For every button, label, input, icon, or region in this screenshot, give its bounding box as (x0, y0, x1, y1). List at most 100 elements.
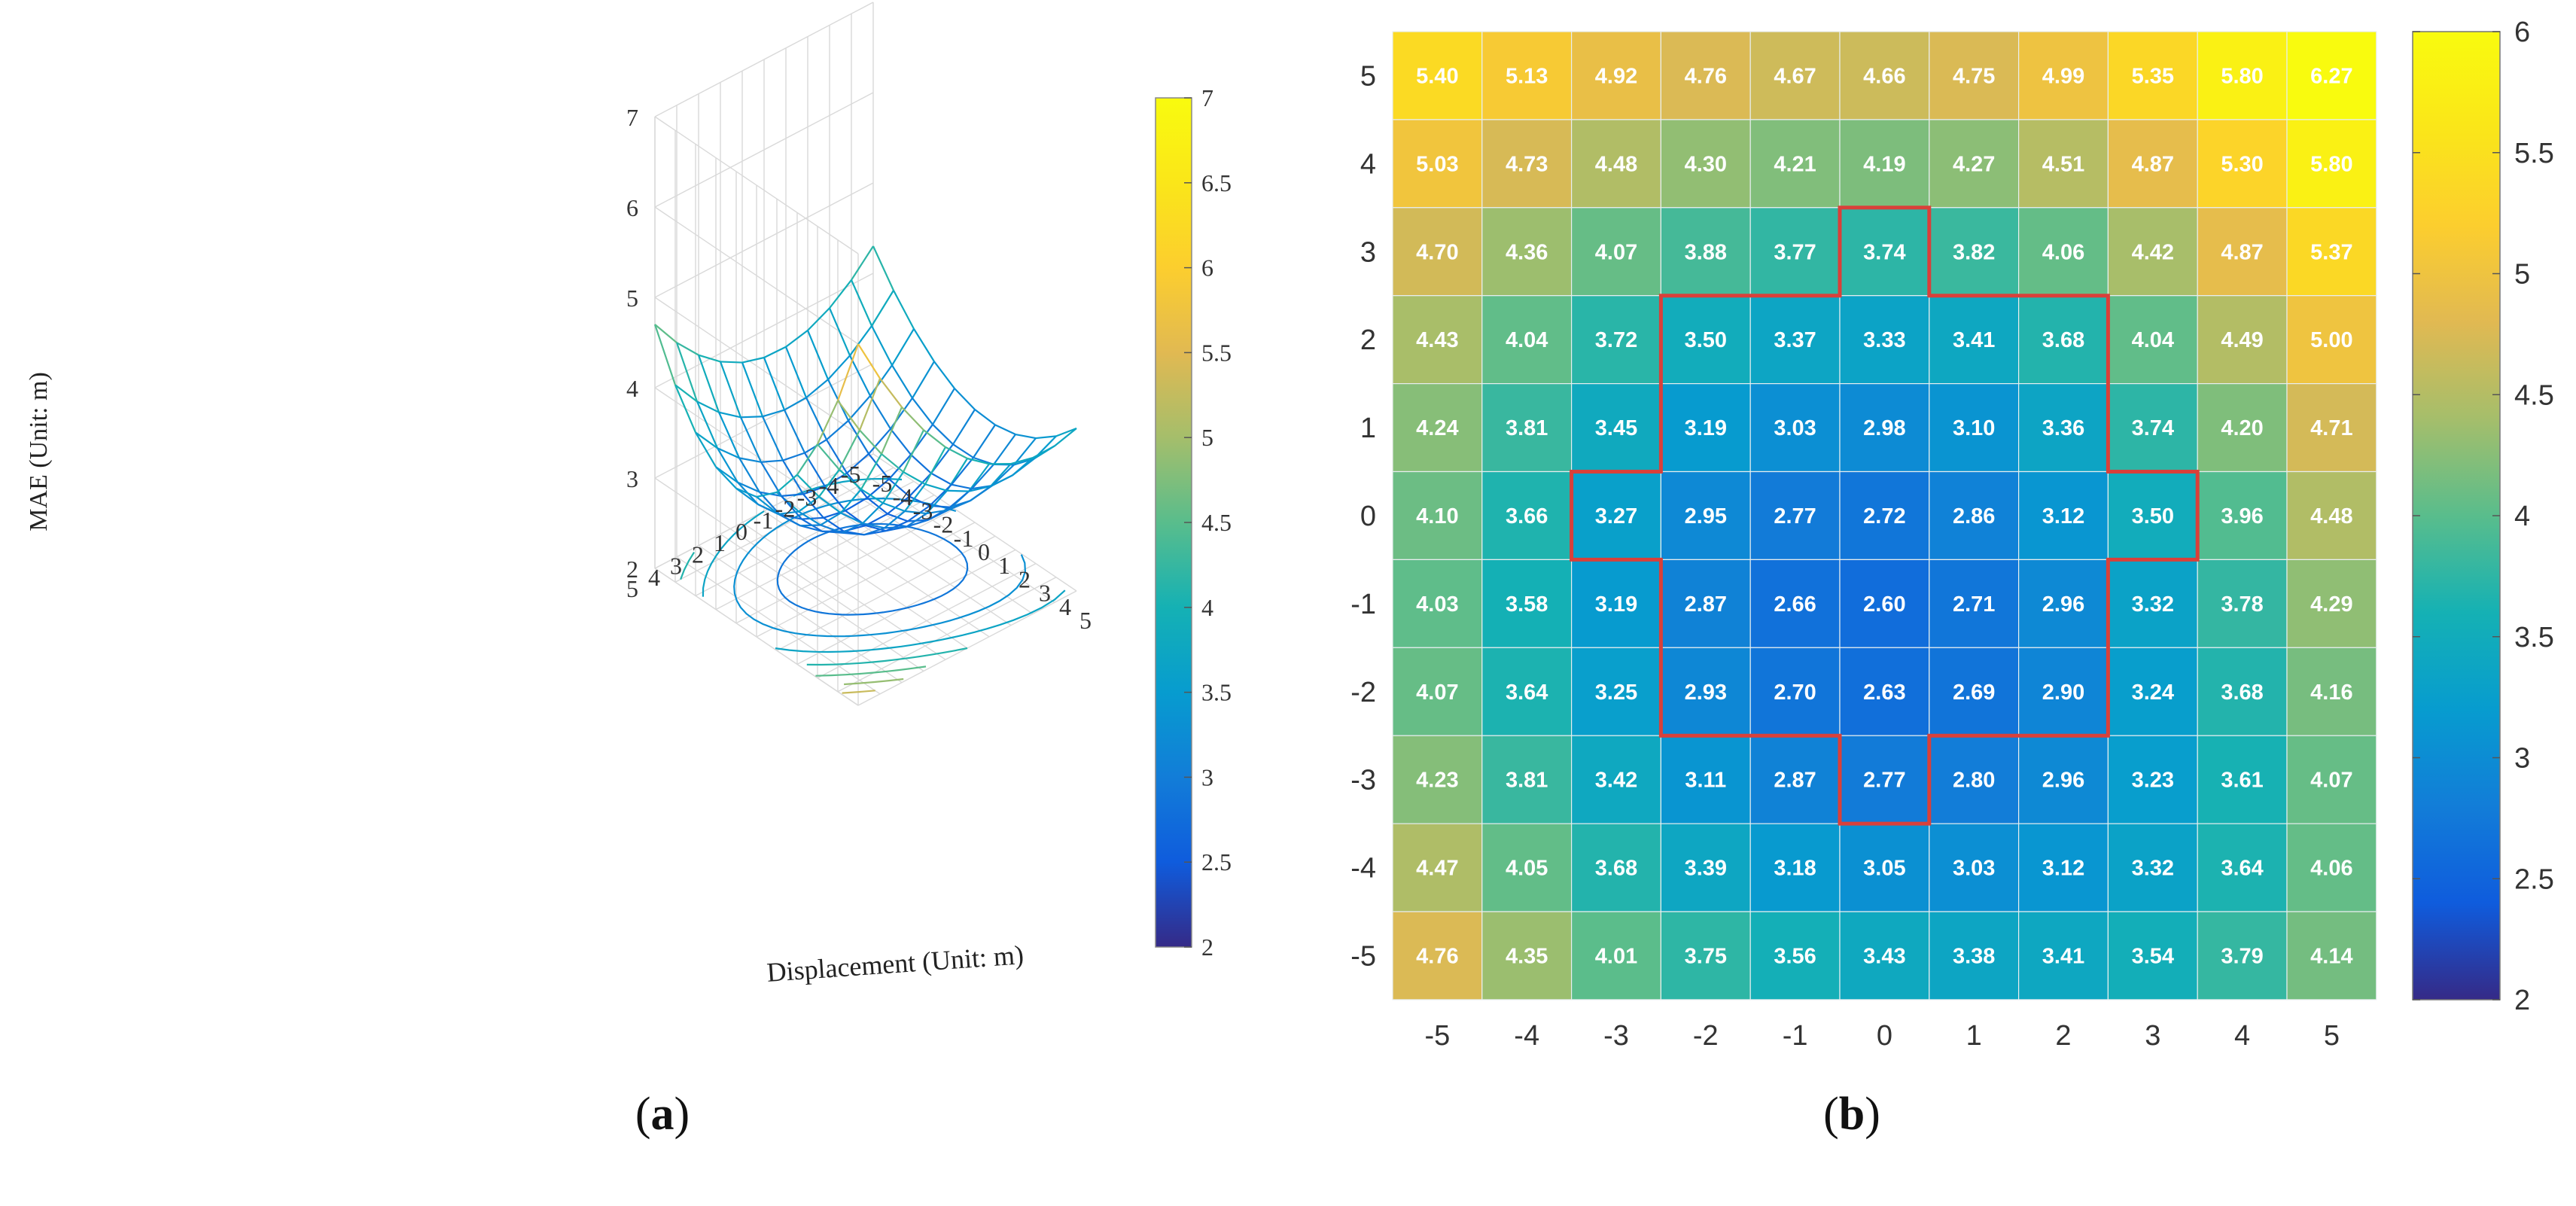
mesh-line (1015, 433, 1037, 440)
heatmap-value-label: 2.87 (1774, 769, 1816, 793)
mesh-line (763, 346, 787, 358)
mesh-line (871, 290, 894, 327)
mesh-line (860, 453, 882, 490)
mesh-line (929, 483, 952, 507)
mesh-line (720, 361, 743, 364)
colorbar-b-tick-label: 3.5 (2514, 622, 2554, 653)
mesh-line (837, 400, 860, 431)
mesh-line (674, 384, 697, 433)
heatmap-value-label: 4.23 (1416, 769, 1458, 793)
mesh-line (738, 457, 762, 463)
mesh-line (762, 416, 784, 461)
heatmap-value-label: 4.51 (2042, 152, 2084, 176)
x-tick-label: 1 (1966, 1020, 1982, 1052)
mesh-line (757, 504, 779, 515)
mesh-line (796, 443, 818, 476)
heatmap-value-label: 4.48 (2310, 504, 2352, 528)
x-tick-label: -1 (954, 525, 974, 552)
mesh-line (836, 343, 860, 401)
mesh-line (1012, 458, 1035, 477)
mesh-line (762, 409, 785, 418)
mesh-line (1055, 427, 1077, 437)
heatmap-value-label: 3.23 (2132, 769, 2174, 793)
mesh-line (926, 490, 948, 514)
heatmap-value-label: 3.03 (1774, 416, 1816, 440)
heatmap-cell (1660, 823, 1751, 912)
y-tick-label: -1 (1350, 589, 1376, 620)
mesh-line (907, 504, 930, 522)
mesh-line (653, 324, 677, 385)
mesh-line (872, 245, 894, 291)
heatmap-cell (2197, 383, 2288, 473)
mesh-line (866, 497, 888, 515)
mesh-line (952, 409, 976, 445)
x-tick-label: 3 (1039, 580, 1051, 607)
mesh-line (739, 416, 763, 463)
mesh-line (946, 489, 970, 492)
heatmap-value-label: 3.45 (1595, 416, 1637, 440)
z-tick-label: 6 (626, 194, 638, 221)
heatmap-value-label: 4.49 (2221, 328, 2263, 352)
heatmap-cell (1839, 911, 1930, 1000)
mesh-line (697, 355, 720, 413)
heatmap-cell (1749, 119, 1841, 209)
mesh-line (698, 354, 721, 363)
heatmap-value-label: 5.13 (1506, 64, 1548, 88)
heatmap-cell (2286, 31, 2377, 120)
mesh-line (903, 471, 926, 486)
heatmap-cell (2286, 911, 2377, 1000)
heatmap-cell (2197, 471, 2288, 561)
floor-contour-line (844, 678, 904, 686)
heatmap-cell (2018, 647, 2109, 736)
floor-grid-line (796, 549, 1016, 665)
floor-grid-line (741, 522, 946, 660)
mesh-line (779, 513, 802, 520)
x-tick-label: 5 (1079, 607, 1092, 634)
x-tick-label: 0 (978, 538, 990, 565)
heatmap-value-label: 3.41 (1953, 328, 1995, 352)
mesh-line (888, 454, 912, 480)
mesh-line (882, 502, 906, 513)
y-tick-label: 5 (1360, 60, 1376, 92)
heatmap-value-label: 2.96 (2042, 769, 2084, 793)
colorbar-a-tick-label: 4.5 (1201, 509, 1232, 536)
heatmap-value-label: 4.71 (2310, 416, 2352, 440)
heatmap-value-label: 5.30 (2221, 152, 2263, 176)
x-tick-label: 0 (1877, 1020, 1892, 1052)
heatmap-cell (1839, 383, 1930, 473)
heatmap-value-label: 3.81 (1506, 769, 1548, 793)
heatmap-cell (1571, 119, 1662, 209)
wall-grid-line (654, 206, 859, 345)
x-tick-label: -2 (933, 511, 954, 538)
colorbar-b-tick-label: 5 (2514, 259, 2530, 291)
heatmap-value-label: 4.10 (1416, 504, 1458, 528)
mesh-line (994, 424, 1016, 436)
colorbar-b-tick-label: 6 (2514, 17, 2530, 48)
heatmap-value-label: 4.05 (1506, 857, 1548, 881)
colorbar-a-tick-label: 6.5 (1201, 169, 1232, 196)
heatmap-cell (2018, 31, 2109, 120)
heatmap-value-label: 4.29 (2310, 592, 2352, 617)
mesh-line (967, 457, 990, 465)
mesh-line (807, 307, 830, 331)
heatmap-value-label: 2.71 (1953, 592, 1995, 617)
mesh-line (738, 457, 760, 493)
mesh-line (863, 527, 885, 536)
heatmap-cell (1481, 295, 1573, 385)
heatmap-value-label: 3.43 (1863, 944, 1905, 968)
heatmap-value-label: 3.77 (1774, 240, 1816, 264)
heatmap-cell (2286, 383, 2377, 473)
mesh-line (760, 459, 784, 463)
heatmap-value-label: 2.69 (1953, 681, 1995, 705)
heatmap-value-label: 5.80 (2310, 152, 2352, 176)
heatmap-cell (2107, 207, 2198, 297)
y-tick-label: 0 (735, 518, 748, 545)
floor-grid-line (837, 577, 1057, 693)
y-tick-label: -5 (1350, 940, 1376, 972)
wall-grid-line (654, 387, 859, 525)
heatmap-cell (2197, 207, 2288, 297)
heatmap-cell (1929, 735, 2020, 824)
heatmap-y-ticks: 5 4 3 2 1 0 -1 -2 -3 -4 -5 (1350, 60, 1376, 972)
y-tick-label: -1 (754, 507, 774, 534)
heatmap-cell (1571, 207, 1662, 297)
